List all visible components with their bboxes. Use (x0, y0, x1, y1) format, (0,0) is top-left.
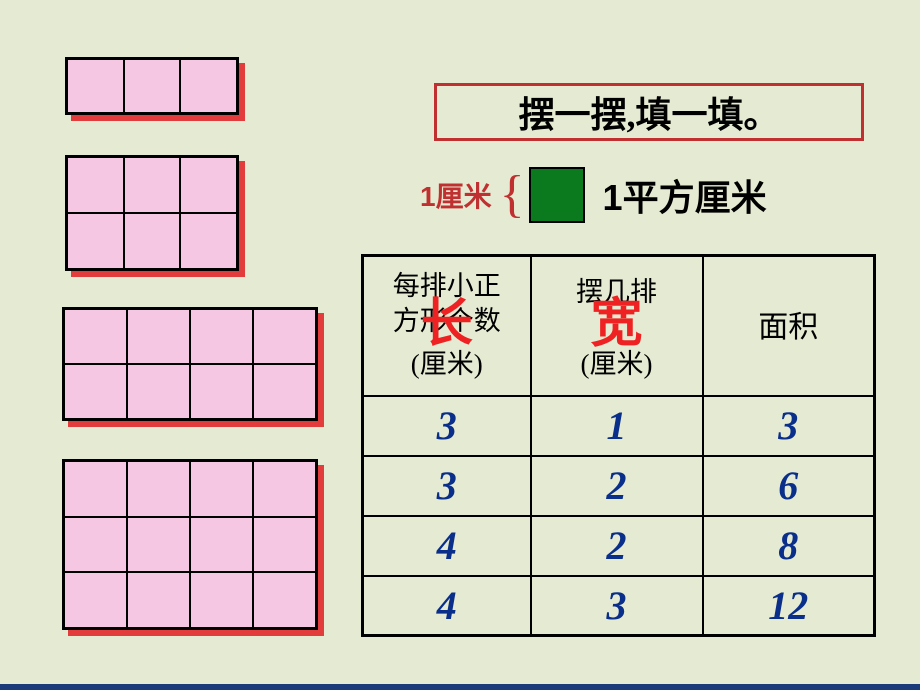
grid-cell (124, 157, 181, 213)
table-cell: 3 (703, 396, 875, 456)
table-cell: 8 (703, 516, 875, 576)
grid-cell (127, 364, 190, 419)
header-area-label: 面积 (758, 311, 818, 344)
table-cell: 3 (363, 396, 531, 456)
grid-cell (124, 59, 181, 113)
grid-cell (180, 157, 237, 213)
grid-cell (253, 309, 316, 364)
table-cell: 6 (703, 456, 875, 516)
table-cell: 2 (531, 516, 703, 576)
grid-box (62, 459, 318, 630)
grid-box (65, 155, 239, 271)
table-cell: 4 (363, 576, 531, 636)
table-cell: 12 (703, 576, 875, 636)
grid-cell (180, 213, 237, 269)
grid-cell (180, 59, 237, 113)
grid-cell (127, 572, 190, 628)
grid-cell (253, 461, 316, 517)
grid-cell (64, 572, 127, 628)
grid-cell (67, 59, 124, 113)
unit-cm-label: 1厘米 (420, 175, 492, 215)
table-body: 3133264284312 (363, 396, 875, 636)
header-unit: (厘米) (372, 342, 522, 381)
table-row: 428 (363, 516, 875, 576)
grid-cell (64, 364, 127, 419)
grid-cell (127, 461, 190, 517)
grid-cell (253, 517, 316, 573)
header-unit: (厘米) (540, 342, 694, 381)
bottom-accent-bar (0, 684, 920, 690)
grid-cell (190, 461, 253, 517)
grid-cell (253, 572, 316, 628)
table-header-row: 每排小正 方形个数 长 (厘米) 摆几排 宽 (厘米) 面积 (363, 256, 875, 396)
grid-cell (190, 364, 253, 419)
grid-cell (190, 309, 253, 364)
pink-grid (65, 155, 245, 277)
grid-box (62, 307, 318, 421)
grid-cell (67, 213, 124, 269)
grid-cell (190, 517, 253, 573)
unit-legend: 1厘米 { 1平方厘米 (420, 167, 767, 223)
table-cell: 1 (531, 396, 703, 456)
pink-grid (65, 57, 245, 121)
brace-icon: { (500, 175, 525, 215)
table-row: 4312 (363, 576, 875, 636)
grid-cell (64, 309, 127, 364)
pink-grid (62, 307, 324, 427)
grid-cell (253, 364, 316, 419)
instruction-title: 摆一摆,填一填。 (434, 83, 864, 141)
grid-cell (127, 309, 190, 364)
header-length: 每排小正 方形个数 长 (厘米) (363, 256, 531, 396)
header-width: 摆几排 宽 (厘米) (531, 256, 703, 396)
grid-box (65, 57, 239, 115)
table-row: 313 (363, 396, 875, 456)
table-cell: 3 (363, 456, 531, 516)
area-table: 每排小正 方形个数 长 (厘米) 摆几排 宽 (厘米) 面积 (361, 254, 876, 637)
table-row: 326 (363, 456, 875, 516)
grid-cell (190, 572, 253, 628)
table-cell: 4 (363, 516, 531, 576)
pink-grid (62, 459, 324, 636)
table-cell: 2 (531, 456, 703, 516)
table-cell: 3 (531, 576, 703, 636)
grid-cell (64, 517, 127, 573)
grid-cell (127, 517, 190, 573)
unit-sqcm-label: 1平方厘米 (603, 169, 767, 221)
grid-cell (67, 157, 124, 213)
grid-cell (124, 213, 181, 269)
unit-square-icon (529, 167, 585, 223)
header-area: 面积 (703, 256, 875, 396)
grid-cell (64, 461, 127, 517)
